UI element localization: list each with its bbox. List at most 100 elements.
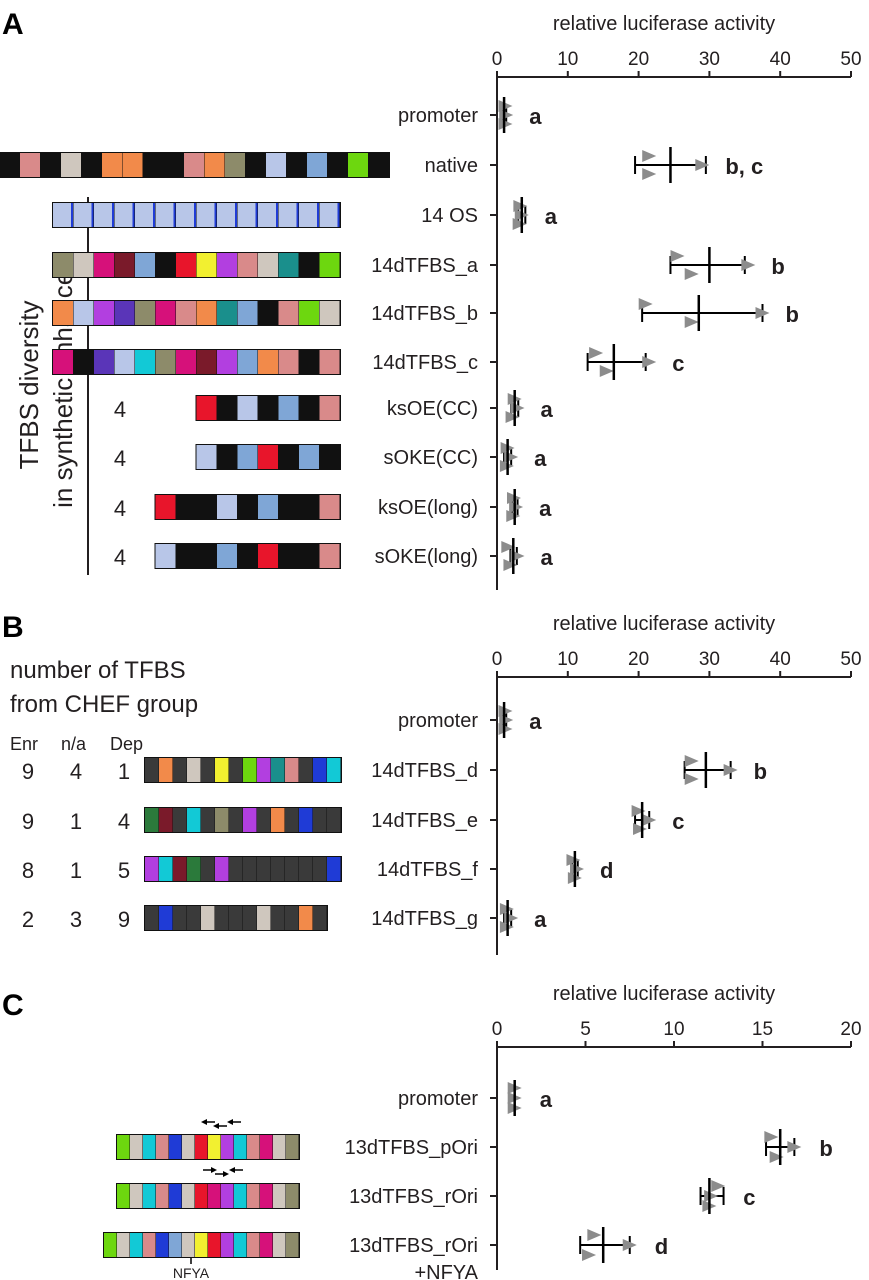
count-enr: 9 [22,809,34,834]
replicate-point [570,863,585,875]
tfbs-block [319,203,340,227]
tfbs-block [258,203,278,227]
tfbs-block [73,301,94,325]
tfbs-block [145,808,159,832]
tfbs-block [94,301,114,325]
count-enr: 2 [22,907,34,932]
tfbs-block [187,906,201,930]
tfbs-block [217,396,237,420]
orientation-arrows-rori [203,1167,243,1177]
significance-letter: a [534,446,547,471]
tfbs-block [247,1184,260,1208]
replicate-point [684,268,699,280]
replicate-point [642,814,657,826]
tfbs-block [237,544,258,568]
tfbs-block [271,758,285,782]
tfbs-block [327,153,348,177]
replicate-point [684,316,699,328]
tfbs-block [201,906,215,930]
tfbs-block [319,301,340,325]
tfbs-block [319,253,340,277]
tfbs-block [187,758,201,782]
replicate-point [638,298,653,310]
x-tick-label: 50 [840,649,861,670]
tfbs-block [229,906,243,930]
replicate-point [498,705,513,717]
tfbs-block [273,1184,286,1208]
tfbs-block [237,350,258,374]
replicate-point [631,805,646,817]
tfbs-block [229,857,243,881]
tfbs-block [130,1184,143,1208]
row-label: 14dTFBS_a [371,255,479,277]
tfbs-block [114,203,135,227]
tfbs-block [258,301,278,325]
x-tick-label: 10 [557,49,578,70]
tfbs-block [176,495,196,519]
tfbs-block [273,1233,286,1257]
tfbs-block [313,906,327,930]
tfbs-block [217,253,237,277]
tfbs-block [196,253,217,277]
tfbs-block [122,153,143,177]
row-label: 14dTFBS_b [371,303,478,325]
tfbs-block [243,857,257,881]
tfbs-block [299,906,313,930]
tfbs-block [204,153,225,177]
row-label: 14dTFBS_g [371,908,478,930]
replicate-point [501,541,516,553]
replicate-point [684,755,699,767]
replicate-point [622,1239,637,1251]
x-tick-label: 20 [628,49,649,70]
tfbs-block [117,1233,130,1257]
tfbs-count: 4 [114,446,126,471]
tfbs-block [169,1233,182,1257]
x-tick-label: 10 [663,1019,684,1040]
tfbs-block [40,153,61,177]
tfbs-block [159,906,173,930]
count-dep: 9 [118,907,130,932]
tfbs-block [155,350,176,374]
replicate-point [670,250,685,262]
panel-b-label: B [2,611,24,644]
tfbs-block [159,808,173,832]
tfbs-count: 4 [114,397,126,422]
tfbs-block [237,203,258,227]
tfbs-block [234,1184,247,1208]
tfbs-block [278,253,299,277]
tfbs-block [201,808,215,832]
replicate-point [506,510,521,522]
tfbs-block [143,1135,156,1159]
tfbs-block [182,1135,195,1159]
row-label: 13dTFBS_rOri [349,1235,478,1257]
significance-letter: c [672,809,684,834]
tfbs-block [53,350,73,374]
x-tick-label: 0 [492,49,503,70]
tfbs-block [169,1184,182,1208]
x-axis-title: relative luciferase activity [553,613,775,635]
tfbs-block [114,253,135,277]
replicate-point [498,723,513,735]
tfbs-block [176,203,196,227]
tfbs-block [143,1233,156,1257]
tfbs-block [348,153,368,177]
tfbs-block [319,350,340,374]
orientation-arrows-pori [201,1119,241,1129]
tfbs-block [278,350,299,374]
significance-letter: a [541,397,554,422]
significance-letter: a [541,545,554,570]
tfbs-block [273,1135,286,1159]
tfbs-block [184,153,204,177]
tfbs-block [114,301,135,325]
tfbs-block [229,808,243,832]
tfbs-block [117,1184,130,1208]
tfbs-block [135,253,155,277]
tfbs-block [257,758,271,782]
replicate-point [599,365,614,377]
col-header-dep: Dep [110,734,143,754]
panel-b-header-2: from CHEF group [10,691,198,718]
tfbs-block [208,1233,221,1257]
tfbs-block [237,396,258,420]
